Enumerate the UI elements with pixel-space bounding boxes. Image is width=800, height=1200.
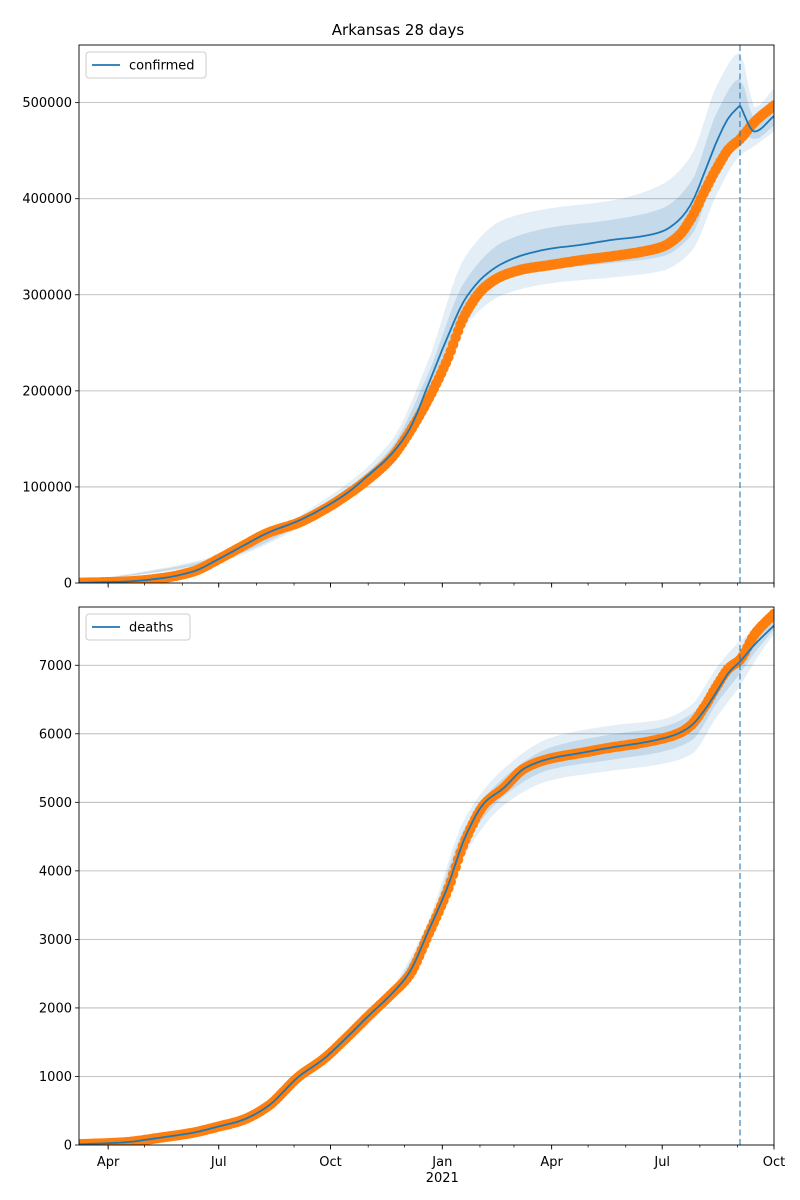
confirmed-model-forecast-line (739, 105, 774, 133)
confirmed-legend-label: confirmed (129, 59, 195, 74)
confirmed-panel: 0 100000 200000 300000 400000 500000 confirmed (22, 44, 775, 592)
confirmed-ytick-label: 400000 (22, 192, 72, 207)
confirmed-ytick-label: 0 (64, 577, 72, 592)
confirmed-uncertainty-band (79, 52, 774, 583)
deaths-xtick-label: Oct (763, 1155, 785, 1170)
deaths-ytick-label: 0 (64, 1139, 72, 1154)
confirmed-legend: confirmed (85, 51, 207, 79)
deaths-panel: 0 1000 2000 3000 4000 5000 6000 7000 Apr Jul Oct Ja… (39, 606, 785, 1186)
deaths-ytick-label: 3000 (39, 933, 72, 948)
deaths-uncertainty-band (79, 621, 774, 1145)
deaths-legend: deaths (85, 613, 191, 641)
confirmed-uncertainty-band (79, 78, 774, 583)
deaths-uncertainty-band (79, 615, 774, 1145)
deaths-xtick-label: Oct (319, 1155, 341, 1170)
deaths-xtick-label: Jul (210, 1155, 227, 1170)
confirmed-axes-frame (78, 44, 775, 584)
confirmed-ytick-label: 200000 (22, 384, 72, 399)
deaths-axes-frame (78, 606, 775, 1146)
deaths-model-forecast-line (739, 624, 774, 663)
deaths-ytick-label: 7000 (39, 659, 72, 674)
chart-title: Arkansas 28 days (332, 21, 465, 39)
confirmed-observed-point (768, 100, 774, 111)
deaths-xtick-label: Jan (431, 1155, 452, 1170)
deaths-observed-point (768, 608, 774, 620)
deaths-xtick-label: Apr (97, 1155, 120, 1170)
deaths-legend-label: deaths (129, 621, 174, 636)
deaths-ytick-label: 2000 (39, 1001, 72, 1016)
deaths-ytick-label: 6000 (39, 727, 72, 742)
confirmed-ytick-label: 100000 (22, 480, 72, 495)
deaths-legend-box (85, 613, 191, 641)
deaths-year-label: 2021 (426, 1171, 459, 1186)
confirmed-legend-box (85, 51, 207, 79)
deaths-ytick-label: 4000 (39, 864, 72, 879)
deaths-ytick-label: 5000 (39, 796, 72, 811)
confirmed-ytick-label: 500000 (22, 96, 72, 111)
deaths-xtick-label: Jul (653, 1155, 670, 1170)
confirmed-ytick-label: 300000 (22, 288, 72, 303)
confirmed-model-line (79, 104, 741, 583)
deaths-ytick-label: 1000 (39, 1070, 72, 1085)
deaths-xtick-label: Apr (540, 1155, 563, 1170)
deaths-plot-area (79, 608, 774, 1145)
confirmed-plot-area (79, 52, 774, 583)
deaths-model-line (79, 661, 741, 1145)
